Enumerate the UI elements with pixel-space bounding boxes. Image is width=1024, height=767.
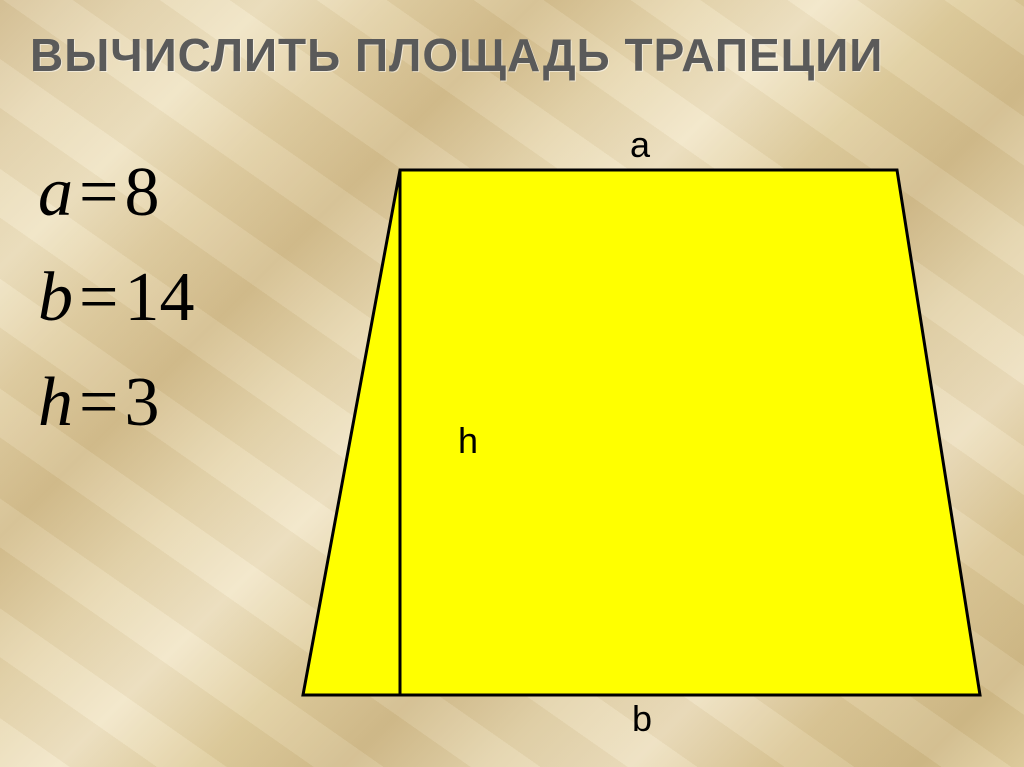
trapezoid-figure: a h b: [300, 130, 1000, 750]
given-values: a=8 b=14 h=3: [38, 140, 194, 455]
trapezoid-shape: [303, 170, 980, 695]
value-h: h=3: [38, 350, 194, 455]
var-h: h: [38, 364, 73, 441]
var-b: b: [38, 259, 73, 336]
val-b: 14: [124, 259, 194, 336]
trapezoid-svg: [300, 130, 1000, 750]
slide-title: ВЫЧИСЛИТЬ ПЛОЩАДЬ ТРАПЕЦИИ: [30, 28, 883, 82]
value-a: a=8: [38, 140, 194, 245]
var-a: a: [38, 154, 73, 231]
label-b: b: [632, 698, 652, 740]
label-a: a: [630, 124, 650, 166]
val-h: 3: [124, 364, 159, 441]
value-b: b=14: [38, 245, 194, 350]
val-a: 8: [124, 154, 159, 231]
slide: ВЫЧИСЛИТЬ ПЛОЩАДЬ ТРАПЕЦИИ a=8 b=14 h=3 …: [0, 0, 1024, 767]
label-h: h: [458, 420, 478, 462]
